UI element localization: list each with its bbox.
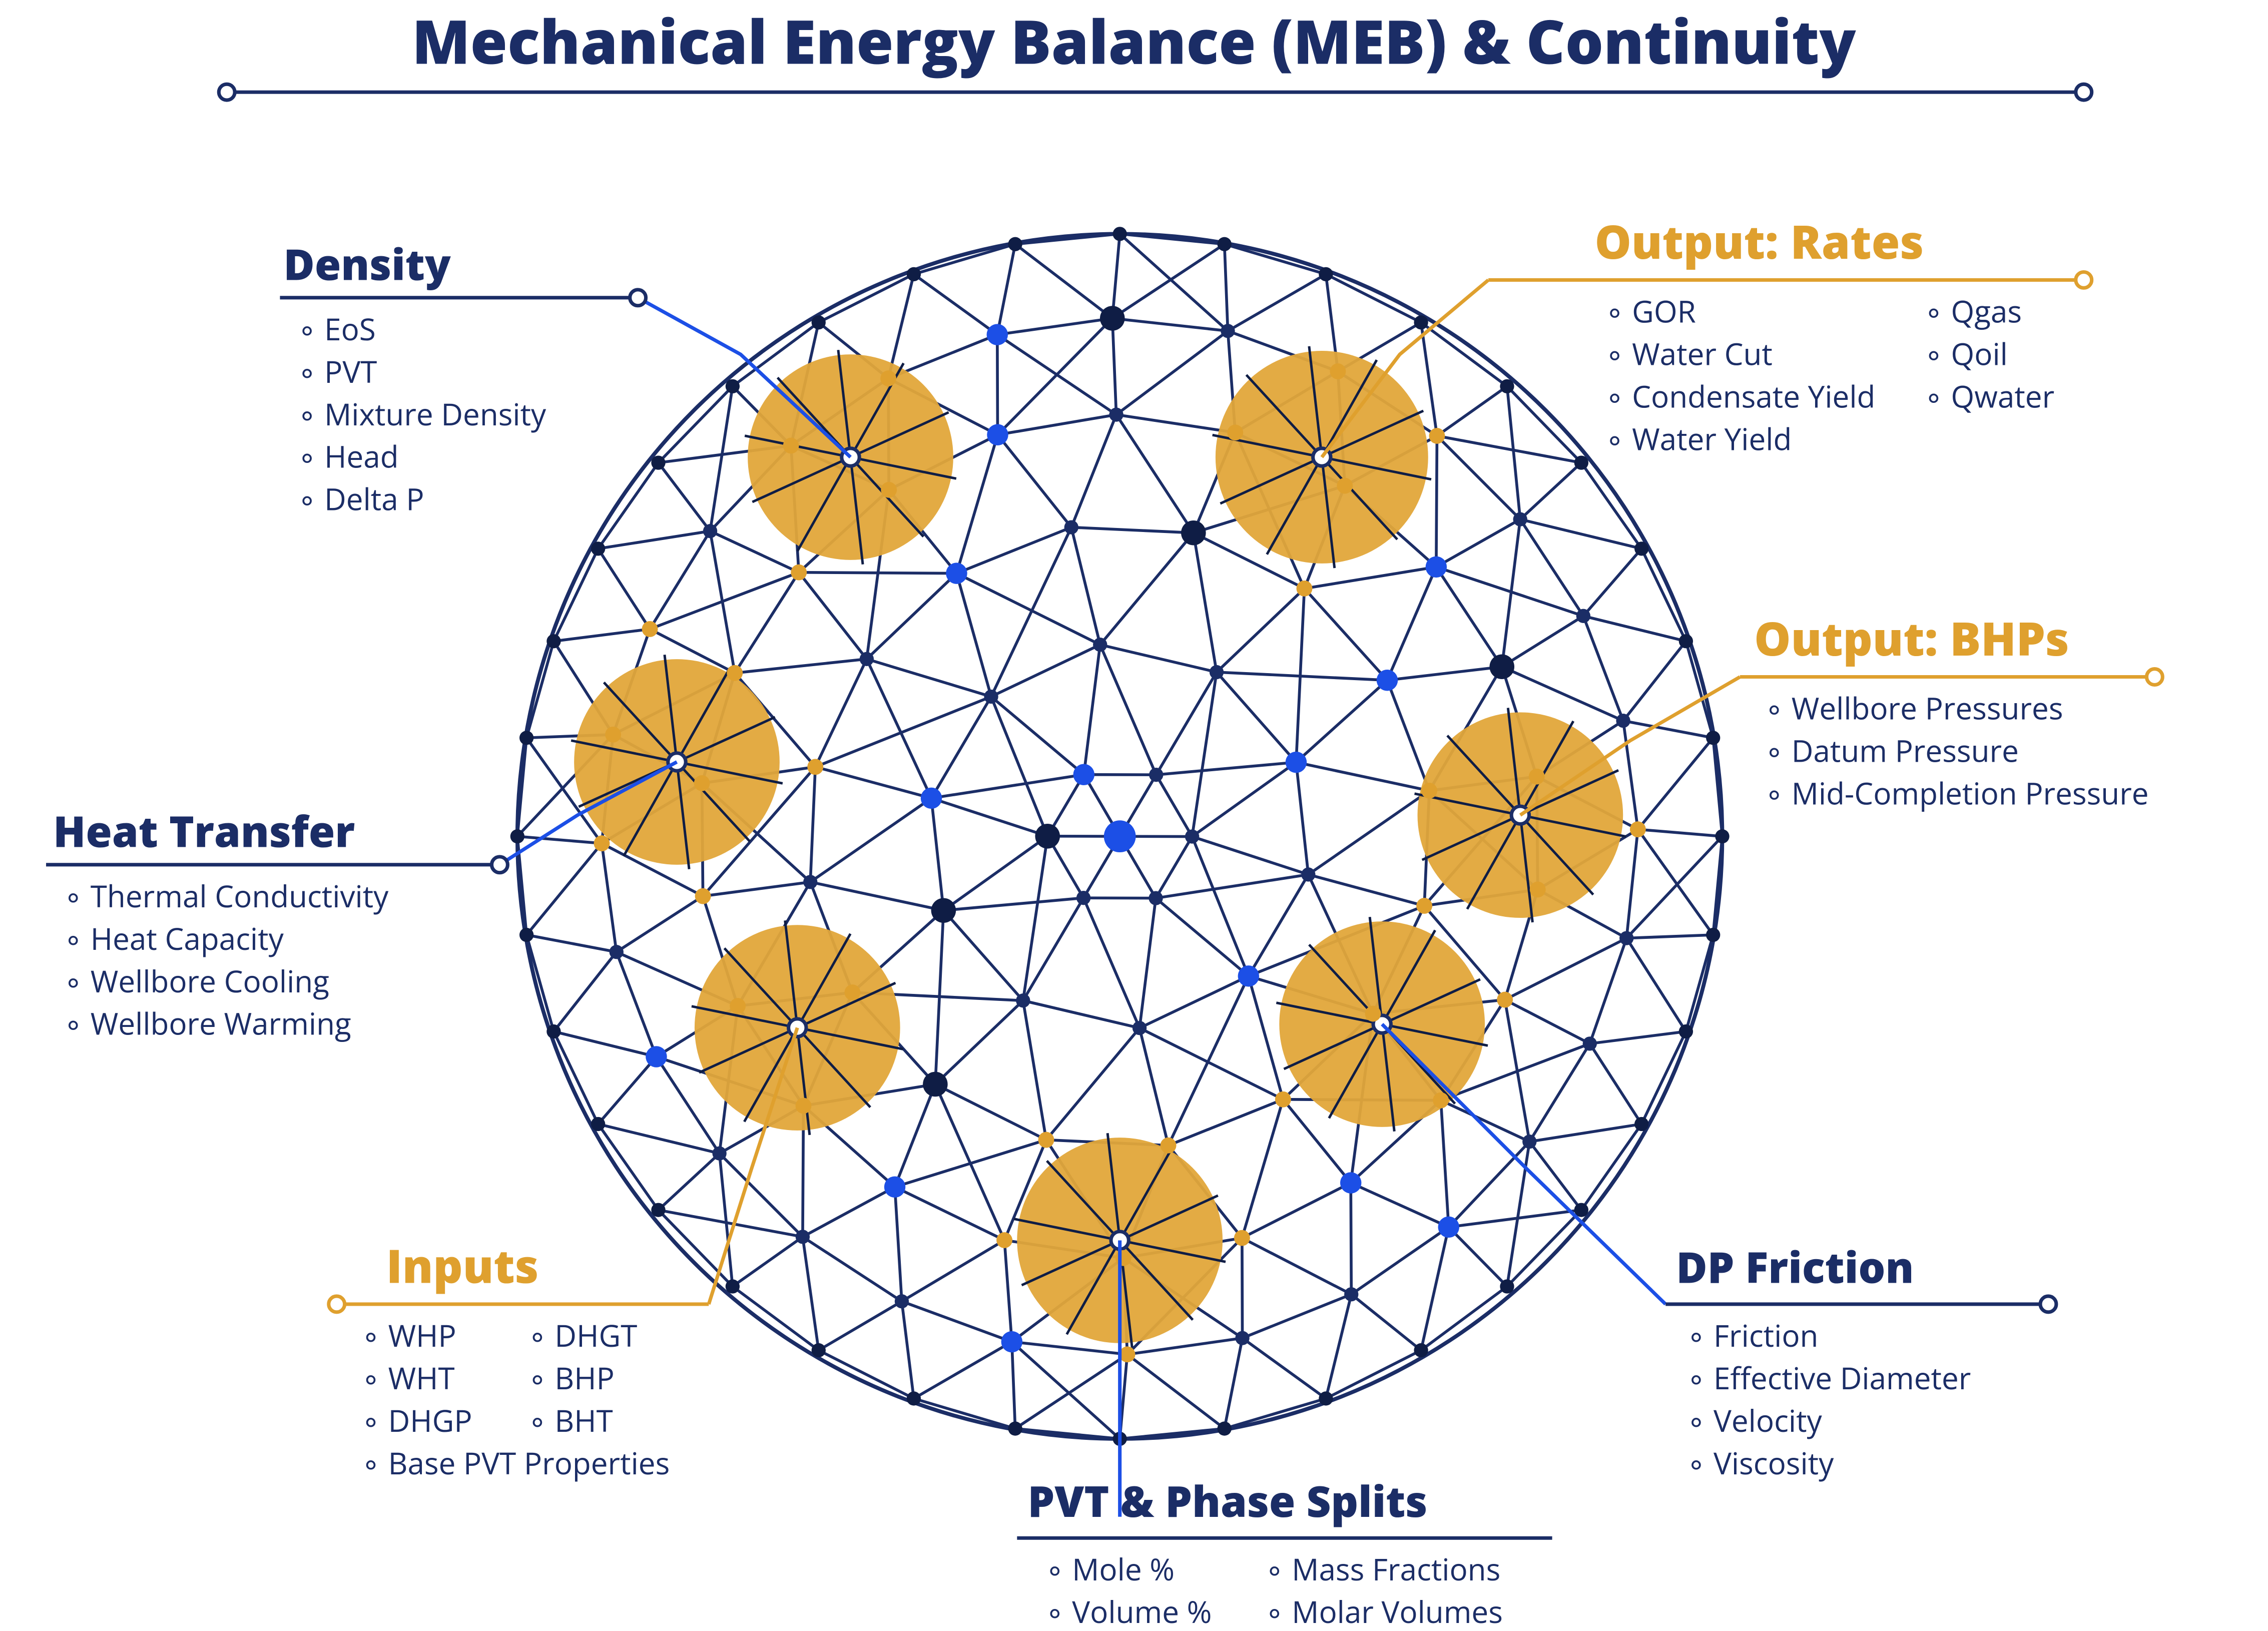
meb-diagram: Mechanical Energy Balance (MEB) & Contin… — [0, 0, 2268, 1630]
callouts: Density ∘ EoS∘ PVT∘ Mixture Density∘ Head… — [46, 210, 2162, 1630]
callout-item: ∘ DHGT — [528, 1315, 637, 1356]
callout-item: ∘ BHT — [528, 1400, 613, 1441]
title-dot-left — [219, 84, 235, 100]
callout-item: ∘ Effective Diameter — [1687, 1357, 1971, 1398]
callout-title: Inputs — [386, 1234, 539, 1296]
callout-item: ∘ Mass Fractions — [1265, 1548, 1500, 1589]
callout-item: ∘ EoS — [298, 308, 376, 349]
callout-item: ∘ Base PVT Properties — [361, 1442, 670, 1483]
callout-item: ∘ Viscosity — [1687, 1442, 1834, 1483]
callout-item: ∘ Water Cut — [1605, 333, 1773, 374]
callout-item: ∘ Mole % — [1045, 1548, 1175, 1589]
callout-item: ∘ Heat Capacity — [64, 918, 284, 959]
callout-item: ∘ Datum Pressure — [1765, 730, 2018, 771]
callout-item: ∘ Water Yield — [1605, 418, 1792, 459]
callout-item: ∘ Velocity — [1687, 1400, 1823, 1441]
callout-item: ∘ WHT — [361, 1357, 454, 1398]
callout-item: ∘ DHGP — [361, 1400, 472, 1441]
callout-item: ∘ Qwater — [1924, 375, 2054, 416]
callout-item: ∘ GOR — [1605, 290, 1696, 331]
callout-item: ∘ Qgas — [1924, 290, 2022, 331]
callout-item: ∘ Molar Volumes — [1265, 1591, 1503, 1630]
callout-dpfriction: DP Friction ∘ Friction∘ Effective Diamete… — [1382, 1024, 2056, 1483]
callout-item: ∘ Wellbore Warming — [64, 1003, 351, 1044]
callout-item: ∘ Delta P — [298, 478, 424, 519]
page-title: Mechanical Energy Balance (MEB) & Contin… — [412, 0, 1856, 82]
amber-hubs — [571, 346, 1626, 1348]
callout-item: ∘ Wellbore Cooling — [64, 960, 329, 1001]
callout-item: ∘ Head — [298, 436, 399, 477]
callout-item: ∘ Volume % — [1045, 1591, 1212, 1630]
callout-item: ∘ Qoil — [1924, 333, 2008, 374]
callout-item: ∘ Wellbore Pressures — [1765, 687, 2063, 728]
callout-item: ∘ Mixture Density — [298, 393, 546, 434]
callout-title: Heat Transfer — [53, 801, 355, 859]
callout-title: PVT & Phase Splits — [1028, 1471, 1428, 1529]
title-dot-right — [2076, 84, 2092, 100]
callout-item: ∘ Friction — [1687, 1315, 1819, 1356]
callout-item: ∘ WHP — [361, 1315, 456, 1356]
callout-title: Density — [284, 234, 451, 292]
callout-item: ∘ Mid-Completion Pressure — [1765, 772, 2148, 813]
callout-item: ∘ BHP — [528, 1357, 615, 1398]
callout-title: Output: Rates — [1595, 210, 1924, 272]
callout-item: ∘ Thermal Conductivity — [64, 875, 389, 916]
callout-title: DP Friction — [1676, 1237, 1914, 1295]
callout-item: ∘ Condensate Yield — [1605, 375, 1876, 416]
callout-item: ∘ PVT — [298, 351, 377, 392]
callout-title: Output: BHPs — [1754, 607, 2069, 669]
